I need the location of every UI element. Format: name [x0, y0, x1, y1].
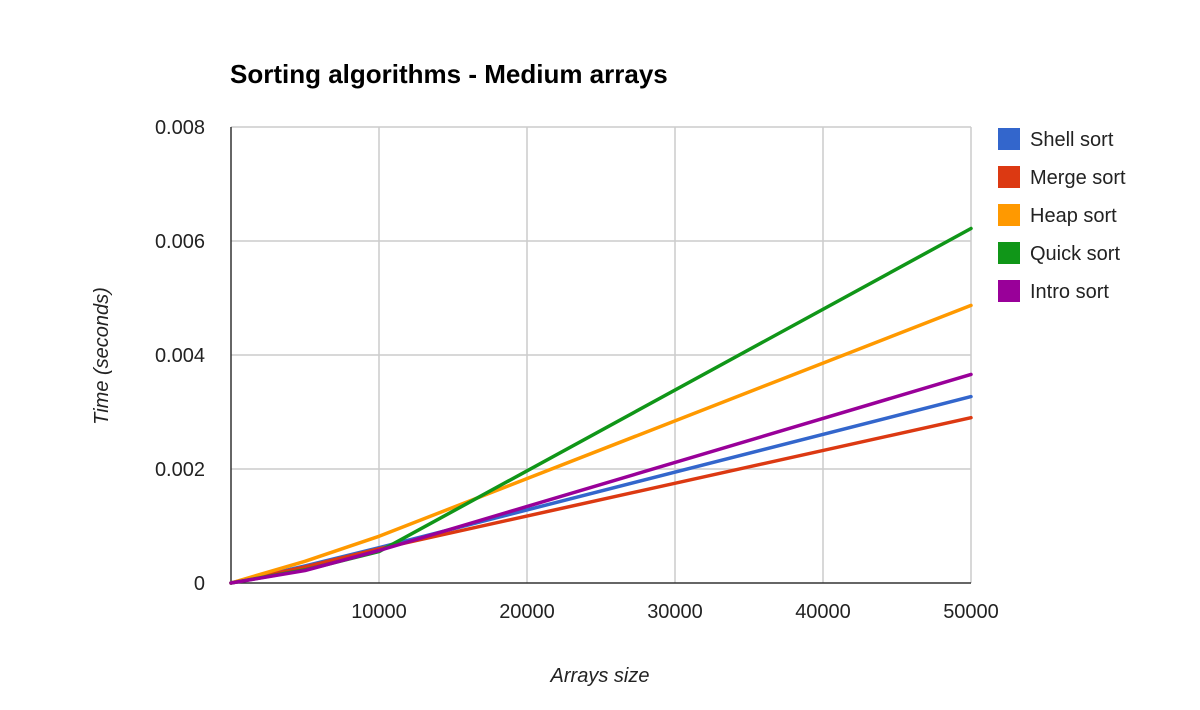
legend-swatch [998, 280, 1020, 302]
legend-label: Heap sort [1030, 205, 1117, 227]
legend: Shell sort Merge sort Heap sort Quick sort I… [998, 128, 1126, 303]
y-tick-label: 0.002 [155, 459, 205, 481]
y-tick-label: 0.006 [155, 231, 205, 253]
x-axis-title: Arrays size [550, 665, 650, 687]
legend-label: Quick sort [1030, 243, 1120, 265]
x-tick-label: 50000 [943, 601, 999, 623]
series-line-heap-sort [229, 303, 973, 585]
series-lines [229, 226, 973, 585]
series-line-merge-sort [229, 415, 973, 585]
legend-label: Merge sort [1030, 167, 1126, 189]
series-line-shell-sort [229, 394, 973, 585]
y-tick-label: 0 [194, 573, 205, 595]
grid-lines [231, 126, 972, 583]
legend-label: Shell sort [1030, 129, 1114, 151]
legend-swatch [998, 128, 1020, 150]
x-tick-labels: 10000 20000 30000 40000 50000 [351, 601, 999, 623]
series-line-intro-sort [229, 372, 973, 585]
y-axis-title: Time (seconds) [91, 287, 113, 425]
legend-swatch [998, 204, 1020, 226]
y-tick-label: 0.004 [155, 345, 205, 367]
x-tick-label: 20000 [499, 601, 555, 623]
y-tick-labels: 0 0.002 0.004 0.006 0.008 [155, 117, 205, 595]
legend-label: Intro sort [1030, 281, 1109, 303]
x-tick-label: 30000 [647, 601, 703, 623]
x-tick-label: 40000 [795, 601, 851, 623]
chart-title: Sorting algorithms - Medium arrays [230, 59, 668, 89]
y-tick-label: 0.008 [155, 117, 205, 139]
x-tick-label: 10000 [351, 601, 407, 623]
legend-swatch [998, 166, 1020, 188]
axes [230, 127, 971, 584]
legend-swatch [998, 242, 1020, 264]
